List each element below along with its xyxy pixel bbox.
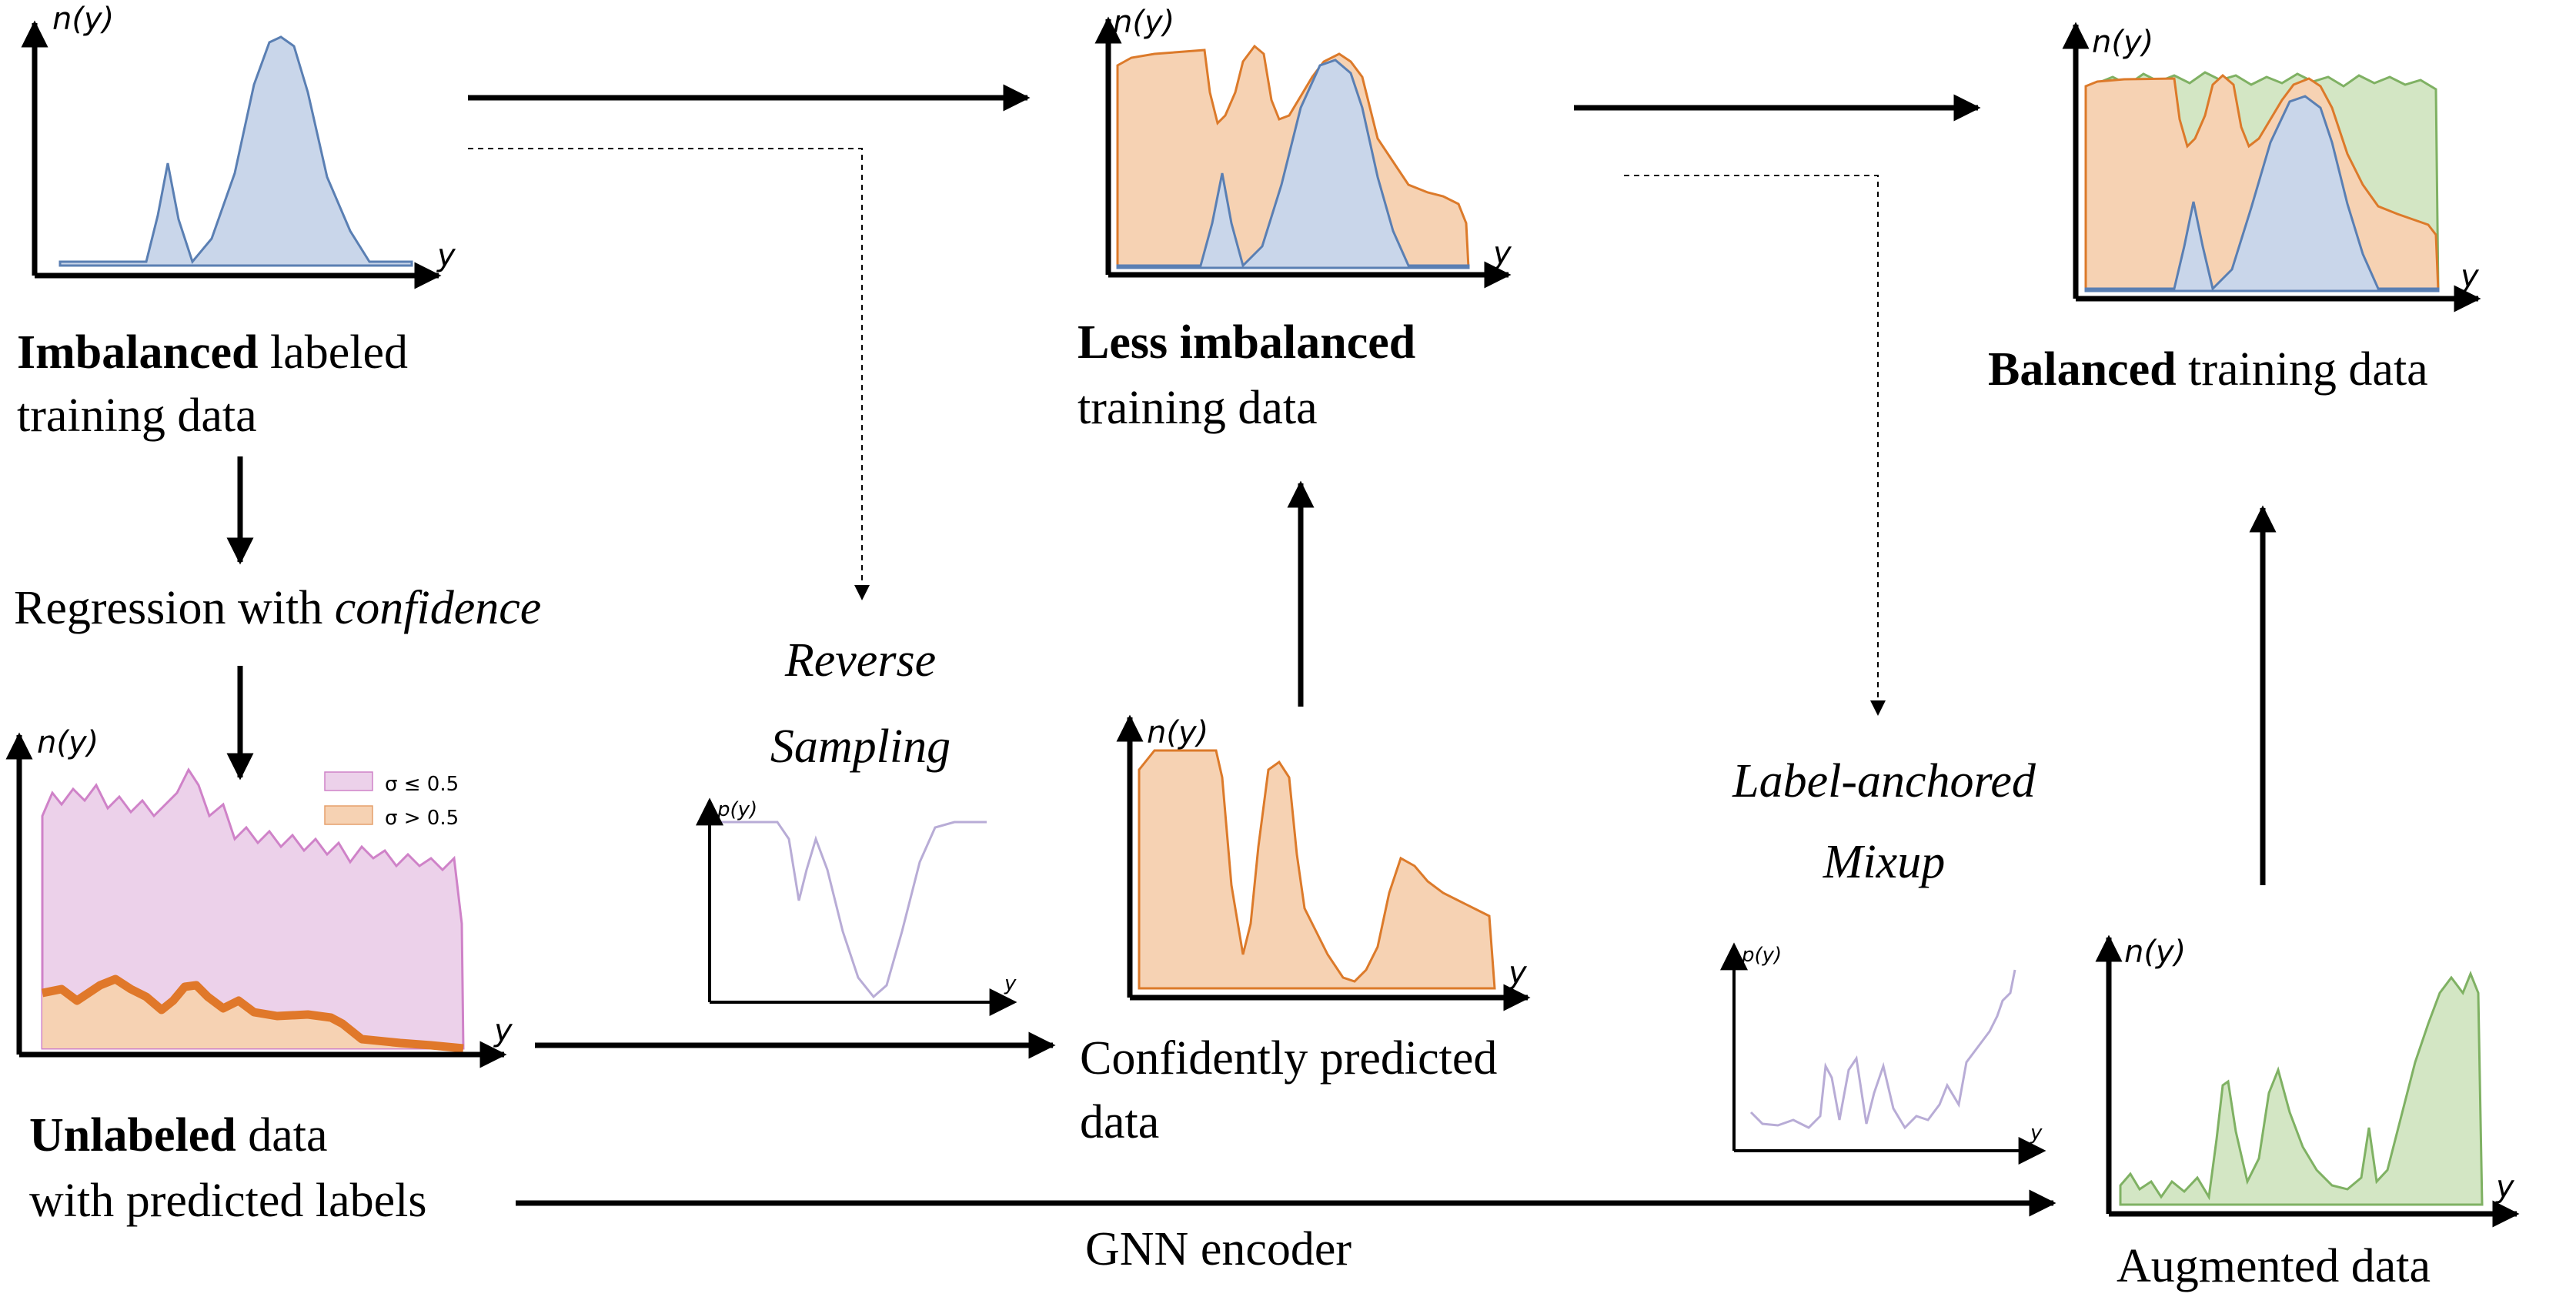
y-label: y xyxy=(436,238,456,273)
y-label: y xyxy=(2495,1169,2515,1205)
less-imbalanced-label-line2: training data xyxy=(1078,382,1318,434)
green-distribution xyxy=(2119,970,2484,1206)
imbalanced-label: Imbalanced labeled xyxy=(17,326,408,379)
y-label: y xyxy=(1004,972,1017,995)
blue-distribution xyxy=(1116,58,1470,269)
ny-label: n(y) xyxy=(52,2,114,37)
confident-label-line1: Confidently predicted xyxy=(1080,1032,1497,1085)
regression-label: Regression with confidence xyxy=(14,582,541,634)
dashed-arrow-to-mixup xyxy=(1624,175,1886,716)
purple-distribution xyxy=(1749,969,2016,1130)
chart-reverse-sampling: p(y) y xyxy=(696,797,1017,1016)
chart-mixup: p(y) y xyxy=(1720,942,2046,1165)
reverse-sampling-line2: Sampling xyxy=(770,720,951,773)
legend: σ ≤ 0.5 σ > 0.5 xyxy=(324,771,459,830)
gnn-encoder-label: GNN encoder xyxy=(1085,1223,1351,1275)
legend-swatch-orange xyxy=(324,805,373,825)
mixup-line1: Label-anchored xyxy=(1732,755,2036,807)
py-label: p(y) xyxy=(1741,944,1782,967)
blue-distribution xyxy=(2084,95,2440,292)
blue-distribution xyxy=(58,35,413,267)
ny-label: n(y) xyxy=(2124,934,2186,970)
y-label: y xyxy=(1508,955,1528,991)
balanced-label: Balanced training data xyxy=(1988,343,2428,396)
y-label: y xyxy=(1492,236,1512,271)
py-label: p(y) xyxy=(717,798,757,821)
chart-augmented: n(y) y xyxy=(2095,934,2520,1228)
pink-distribution xyxy=(41,767,465,1050)
less-imbalanced-label: Less imbalanced xyxy=(1078,316,1415,369)
chart-less-imbalanced: n(y) y xyxy=(1094,5,1512,289)
unlabeled-label: Unlabeled data xyxy=(29,1109,327,1162)
confident-label-line2: data xyxy=(1080,1096,1159,1148)
legend-swatch-pink xyxy=(324,771,373,791)
imbalanced-label-line2: training data xyxy=(17,389,257,442)
mixup-line2: Mixup xyxy=(1823,836,1945,888)
legend-label-low: σ ≤ 0.5 xyxy=(385,773,459,796)
ny-label: n(y) xyxy=(1113,5,1174,40)
ny-label: n(y) xyxy=(1147,715,1208,750)
augmented-label: Augmented data xyxy=(2117,1240,2431,1292)
y-label: y xyxy=(493,1013,513,1048)
unlabeled-label-line2: with predicted labels xyxy=(29,1175,427,1227)
legend-label-high: σ > 0.5 xyxy=(385,807,459,830)
y-label: y xyxy=(2460,259,2480,294)
chart-balanced: n(y) y xyxy=(2062,22,2481,313)
chart-imbalanced: n(y) y xyxy=(21,2,456,289)
ny-label: n(y) xyxy=(2092,25,2153,60)
purple-distribution xyxy=(720,821,987,999)
ny-label: n(y) xyxy=(37,725,99,760)
y-label: y xyxy=(2030,1122,2043,1145)
orange-confidence-curve xyxy=(41,974,464,1053)
dashed-arrow-to-reverse-sampling xyxy=(468,148,870,600)
chart-unlabeled: n(y) y σ ≤ 0.5 σ > 0.5 xyxy=(5,725,513,1068)
orange-distribution xyxy=(1138,749,1496,990)
chart-confident: n(y) y xyxy=(1116,714,1531,1011)
reverse-sampling-line1: Reverse xyxy=(784,634,936,687)
